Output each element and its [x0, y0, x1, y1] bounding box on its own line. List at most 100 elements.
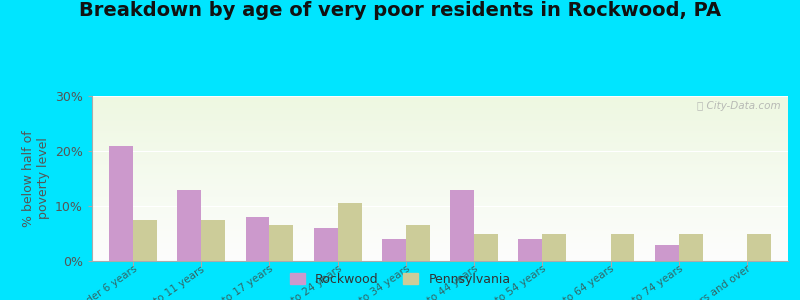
- Bar: [92, 169, 788, 170]
- Bar: [92, 114, 788, 115]
- Bar: [92, 226, 788, 227]
- Bar: [92, 169, 788, 170]
- Bar: [92, 105, 788, 106]
- Bar: [92, 126, 788, 127]
- Bar: [92, 194, 788, 195]
- Bar: [92, 161, 788, 162]
- Text: Under 6 years: Under 6 years: [73, 264, 138, 300]
- Bar: [92, 129, 788, 130]
- Bar: [92, 96, 788, 97]
- Bar: [92, 203, 788, 204]
- Bar: [92, 207, 788, 208]
- Text: 75 years and over: 75 years and over: [670, 264, 753, 300]
- Bar: [92, 253, 788, 254]
- Bar: [92, 197, 788, 198]
- Bar: [92, 132, 788, 133]
- Bar: [92, 109, 788, 110]
- Bar: [92, 148, 788, 149]
- Bar: [92, 211, 788, 212]
- Bar: [92, 99, 788, 100]
- Bar: [92, 196, 788, 197]
- Bar: [92, 106, 788, 107]
- Bar: [92, 219, 788, 220]
- Bar: [92, 143, 788, 144]
- Bar: [92, 212, 788, 213]
- Bar: [92, 185, 788, 186]
- Bar: [92, 174, 788, 175]
- Bar: [92, 217, 788, 218]
- Bar: [92, 179, 788, 180]
- Bar: [92, 147, 788, 148]
- Bar: [246, 217, 270, 261]
- Bar: [92, 122, 788, 123]
- Bar: [92, 229, 788, 230]
- Bar: [92, 130, 788, 131]
- Bar: [92, 108, 788, 109]
- Text: Breakdown by age of very poor residents in Rockwood, PA: Breakdown by age of very poor residents …: [79, 2, 721, 20]
- Bar: [92, 170, 788, 171]
- Bar: [92, 248, 788, 249]
- Bar: [92, 260, 788, 261]
- Bar: [92, 162, 788, 163]
- Bar: [109, 146, 133, 261]
- Bar: [92, 182, 788, 183]
- Bar: [92, 225, 788, 226]
- Bar: [92, 178, 788, 179]
- Text: 45 to 54 years: 45 to 54 years: [481, 264, 548, 300]
- Bar: [92, 240, 788, 241]
- Bar: [92, 250, 788, 251]
- Bar: [92, 113, 788, 114]
- Bar: [92, 258, 788, 259]
- Bar: [92, 156, 788, 157]
- Bar: [92, 188, 788, 189]
- Bar: [92, 138, 788, 139]
- Bar: [92, 103, 788, 104]
- Bar: [406, 225, 430, 261]
- Bar: [92, 252, 788, 253]
- Text: 65 to 74 years: 65 to 74 years: [617, 264, 685, 300]
- Bar: [92, 144, 788, 145]
- Bar: [92, 238, 788, 239]
- Bar: [92, 177, 788, 178]
- Bar: [92, 202, 788, 203]
- Bar: [92, 133, 788, 134]
- Bar: [92, 239, 788, 240]
- Bar: [92, 206, 788, 207]
- Bar: [92, 221, 788, 222]
- Bar: [92, 171, 788, 172]
- Bar: [92, 209, 788, 210]
- Text: 25 to 34 years: 25 to 34 years: [344, 264, 412, 300]
- Bar: [92, 223, 788, 224]
- Bar: [92, 150, 788, 151]
- Bar: [92, 218, 788, 219]
- Bar: [92, 201, 788, 202]
- Text: 6 to 11 years: 6 to 11 years: [145, 264, 207, 300]
- Bar: [92, 215, 788, 216]
- Bar: [92, 213, 788, 214]
- Bar: [92, 164, 788, 165]
- Bar: [92, 220, 788, 221]
- Bar: [92, 151, 788, 152]
- Bar: [474, 233, 498, 261]
- Bar: [92, 247, 788, 248]
- Bar: [92, 104, 788, 105]
- Bar: [92, 224, 788, 225]
- Bar: [314, 228, 338, 261]
- Bar: [450, 190, 474, 261]
- Bar: [92, 222, 788, 223]
- Bar: [92, 256, 788, 257]
- Bar: [92, 142, 788, 143]
- Bar: [92, 249, 788, 250]
- Bar: [178, 190, 201, 261]
- Bar: [92, 136, 788, 137]
- Bar: [518, 239, 542, 261]
- Text: 55 to 64 years: 55 to 64 years: [549, 264, 616, 300]
- Bar: [92, 228, 788, 229]
- Bar: [201, 220, 225, 261]
- Bar: [747, 233, 771, 261]
- Bar: [92, 159, 788, 160]
- Bar: [92, 163, 788, 164]
- Bar: [92, 175, 788, 176]
- Bar: [610, 233, 634, 261]
- Bar: [92, 199, 788, 200]
